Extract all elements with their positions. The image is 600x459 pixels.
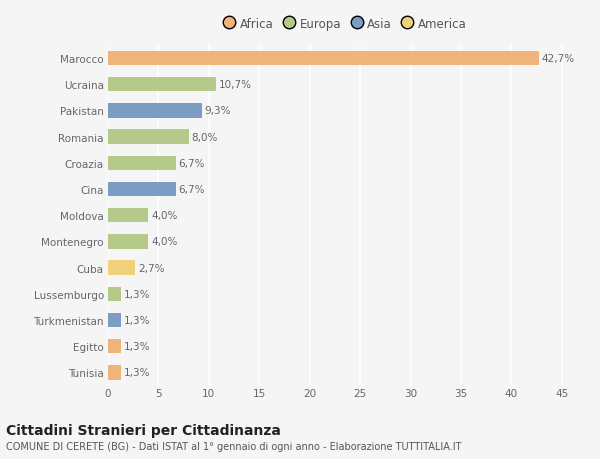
Text: 1,3%: 1,3%	[124, 341, 151, 351]
Bar	[108, 365, 121, 380]
Bar	[108, 130, 188, 145]
Bar	[108, 261, 135, 275]
Bar	[108, 182, 176, 197]
Bar	[108, 287, 121, 301]
Text: Cittadini Stranieri per Cittadinanza: Cittadini Stranieri per Cittadinanza	[6, 423, 281, 437]
Bar	[108, 339, 121, 353]
Text: 6,7%: 6,7%	[179, 158, 205, 168]
Text: 4,0%: 4,0%	[151, 211, 178, 221]
Bar	[108, 104, 202, 118]
Text: 1,3%: 1,3%	[124, 368, 151, 377]
Text: 9,3%: 9,3%	[205, 106, 232, 116]
Text: 2,7%: 2,7%	[138, 263, 165, 273]
Text: 4,0%: 4,0%	[151, 237, 178, 247]
Text: 6,7%: 6,7%	[179, 185, 205, 195]
Bar	[108, 235, 148, 249]
Bar	[108, 52, 539, 66]
Bar	[108, 78, 216, 92]
Text: 8,0%: 8,0%	[192, 132, 218, 142]
Bar	[108, 156, 176, 171]
Bar	[108, 313, 121, 327]
Bar	[108, 208, 148, 223]
Text: 42,7%: 42,7%	[542, 54, 575, 64]
Text: 1,3%: 1,3%	[124, 289, 151, 299]
Text: 10,7%: 10,7%	[219, 80, 252, 90]
Text: 1,3%: 1,3%	[124, 315, 151, 325]
Text: COMUNE DI CERETE (BG) - Dati ISTAT al 1° gennaio di ogni anno - Elaborazione TUT: COMUNE DI CERETE (BG) - Dati ISTAT al 1°…	[6, 441, 461, 451]
Legend: Africa, Europa, Asia, America: Africa, Europa, Asia, America	[223, 18, 467, 31]
